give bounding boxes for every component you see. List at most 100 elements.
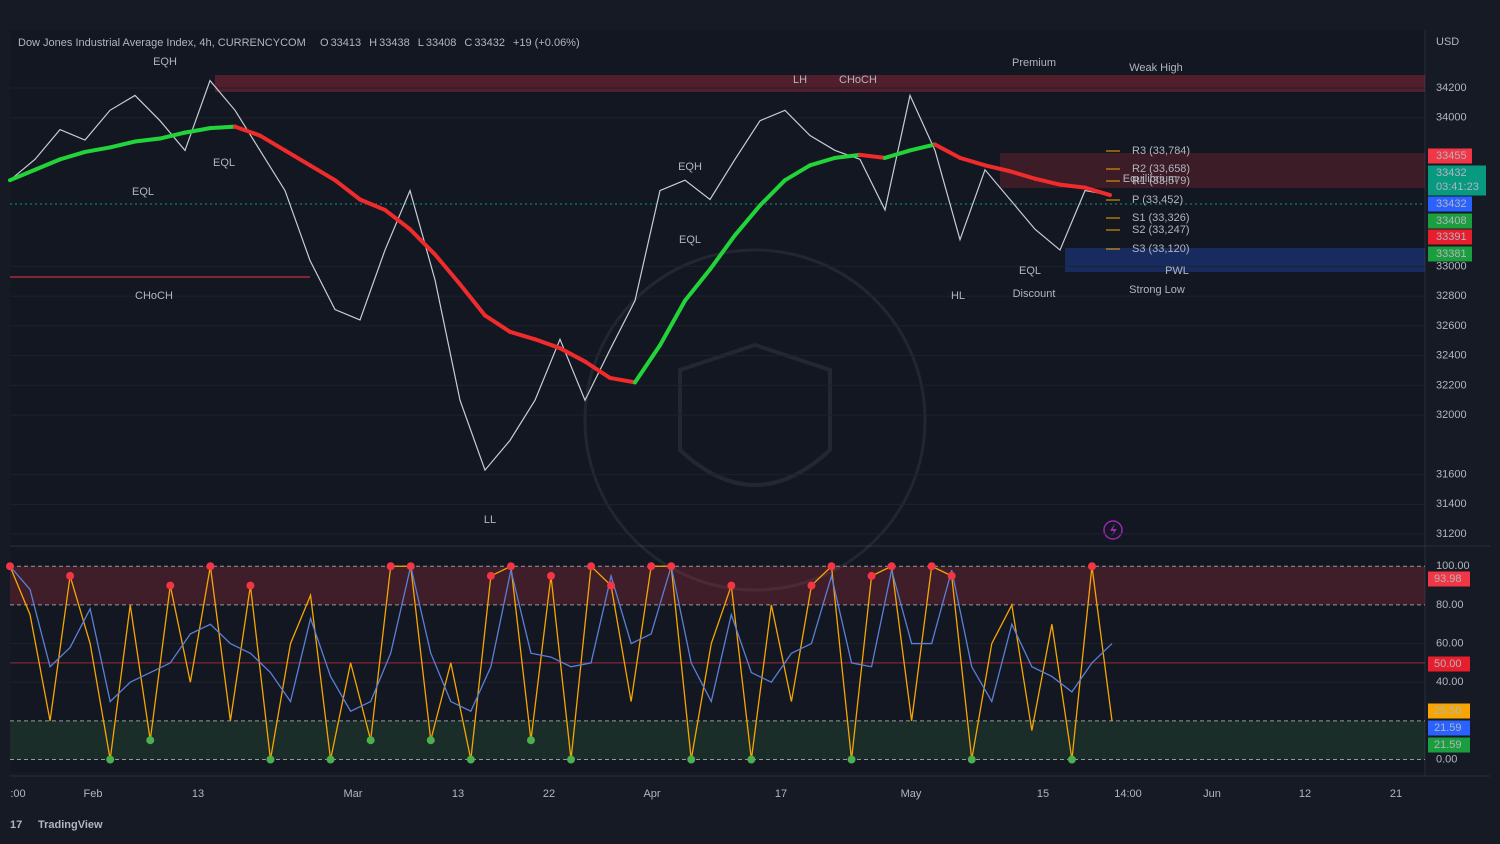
moving-average-segment xyxy=(733,203,762,238)
y-tick-label: 33000 xyxy=(1436,260,1467,272)
signal-dot xyxy=(246,581,255,590)
price-label-box xyxy=(1428,165,1486,196)
x-tick-label: 17 xyxy=(775,788,787,800)
moving-average-segment xyxy=(108,139,137,150)
signal-dot xyxy=(526,736,535,745)
pivot-label: R3 (33,784) xyxy=(1132,145,1190,157)
oscillator-label: 21.59 xyxy=(1434,739,1462,751)
y-tick-label: 32800 xyxy=(1436,290,1467,302)
x-tick-label: May xyxy=(901,788,922,800)
alert-icon[interactable] xyxy=(1103,520,1123,540)
signal-dot xyxy=(366,736,375,745)
moving-average-segment xyxy=(1033,176,1062,187)
price-label-box xyxy=(1428,246,1472,262)
moving-average-segment xyxy=(783,163,812,183)
x-tick-label: 13 xyxy=(452,788,464,800)
price-label-box xyxy=(1428,229,1472,245)
signal-dot xyxy=(647,562,656,571)
pivot-label: P (33,452) xyxy=(1132,194,1183,206)
moving-average-segment xyxy=(833,152,862,160)
moving-average-segment xyxy=(8,167,37,183)
price-label-box xyxy=(1428,148,1472,164)
y-tick-label: 40.00 xyxy=(1436,676,1464,688)
signal-dot xyxy=(166,581,175,590)
annotation: Weak High xyxy=(1129,62,1183,74)
x-tick-label: Mar xyxy=(344,788,363,800)
oscillator-line xyxy=(9,565,1113,713)
moving-average-segment xyxy=(458,282,487,318)
moving-average-segment xyxy=(508,329,537,342)
equilibrium-zone xyxy=(1000,153,1425,188)
annotation: CHoCH xyxy=(839,74,877,86)
annotation: EQL xyxy=(213,157,235,169)
moving-average-segment xyxy=(708,233,737,272)
price-line xyxy=(9,79,1111,472)
moving-average-segment xyxy=(808,155,837,168)
oscillator-label-box xyxy=(1428,571,1470,587)
signal-dot xyxy=(587,562,596,571)
price-label: 33432 xyxy=(1436,167,1467,179)
pivot-label: S3 (33,120) xyxy=(1132,243,1189,255)
ohlc-letter: H xyxy=(369,37,377,49)
overbought-band xyxy=(10,566,1425,605)
annotation: LH xyxy=(793,74,807,86)
pivot-label: R2 (33,658) xyxy=(1132,163,1190,175)
signal-dot xyxy=(927,562,936,571)
y-tick-label: 31200 xyxy=(1436,528,1467,540)
moving-average-segment xyxy=(208,124,237,131)
annotation: CHoCH xyxy=(135,290,173,302)
signal-dot xyxy=(847,755,856,764)
signal-dot xyxy=(106,755,115,764)
signal-dot xyxy=(827,562,836,571)
y-tick-label: 32600 xyxy=(1436,320,1467,332)
moving-average-segment xyxy=(1083,185,1112,198)
price-label: 33391 xyxy=(1436,231,1467,243)
signal-dot xyxy=(967,755,976,764)
signal-dot xyxy=(727,581,736,590)
oscillator-label-box xyxy=(1428,737,1470,753)
oscillator-pane xyxy=(10,548,1425,773)
y-tick-label: 100.00 xyxy=(1436,560,1470,572)
signal-dot xyxy=(6,562,14,571)
price-pane xyxy=(10,30,1425,545)
moving-average-segment xyxy=(1008,169,1037,181)
y-tick-label: 60.00 xyxy=(1436,637,1464,649)
signal-dot xyxy=(546,571,555,580)
x-tick-label: Apr xyxy=(643,788,660,800)
price-label: 33381 xyxy=(1436,248,1467,260)
moving-average-segment xyxy=(233,124,262,138)
oscillator-label-box xyxy=(1428,720,1470,736)
annotation: EQL xyxy=(679,234,701,246)
oscillator-label: 93.98 xyxy=(1434,573,1462,585)
oscillator-label: 25.50 xyxy=(1434,705,1462,717)
moving-average-segment xyxy=(983,163,1012,174)
moving-average-segment xyxy=(408,227,437,257)
ohlc-letter: L xyxy=(418,37,424,49)
pivot-label: R1 (33,579) xyxy=(1132,175,1190,187)
annotation: EQL xyxy=(1019,265,1041,277)
price-label: 33455 xyxy=(1436,150,1467,162)
brand: TradingView xyxy=(38,819,103,831)
signal-dot xyxy=(667,562,676,571)
oscillator-line xyxy=(9,564,1113,760)
moving-average-segment xyxy=(358,197,387,212)
annotation: Discount xyxy=(1013,288,1056,300)
x-tick-label: 12 xyxy=(1299,788,1311,800)
signal-dot xyxy=(206,562,215,571)
signal-dot xyxy=(466,755,475,764)
pivot-label: S2 (33,247) xyxy=(1132,224,1189,236)
signal-dot xyxy=(426,736,435,745)
signal-dot xyxy=(607,581,616,590)
premium-zone xyxy=(215,75,1425,92)
moving-average-segment xyxy=(483,313,512,334)
annotation: HL xyxy=(951,290,965,302)
moving-average-segment xyxy=(133,136,162,144)
ohlc-value: 33413 xyxy=(331,37,362,49)
x-tick-label: 13 xyxy=(192,788,204,800)
price-label-box xyxy=(1428,213,1472,229)
y-tick-label: 34200 xyxy=(1436,82,1467,94)
price-label: 33432 xyxy=(1436,198,1467,210)
signal-dot xyxy=(266,755,275,764)
moving-average-segment xyxy=(633,343,662,385)
moving-average-segment xyxy=(83,145,112,154)
